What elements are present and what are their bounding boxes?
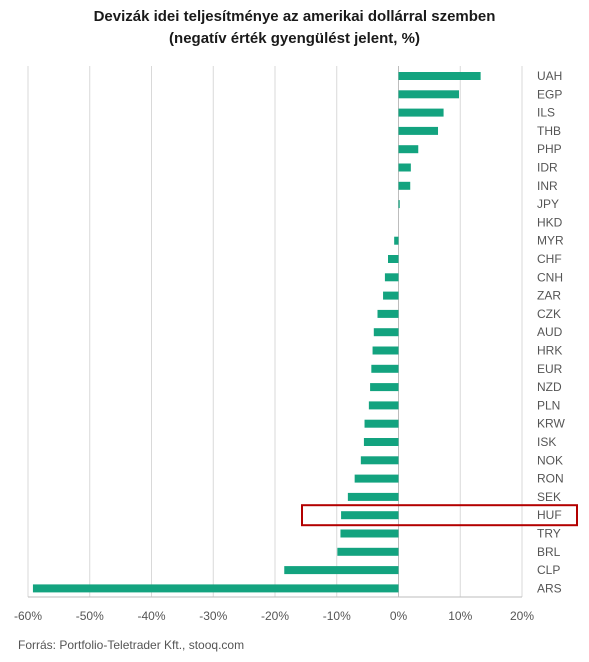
highlight-box [301, 504, 578, 527]
bar-php [398, 145, 419, 154]
x-tick-label: -30% [199, 609, 227, 623]
category-label: BRL [537, 545, 561, 559]
bar-ars [32, 584, 399, 593]
bar-ron [354, 474, 399, 483]
category-label: AUD [537, 325, 563, 339]
category-label: IDR [537, 161, 558, 175]
x-tick-label: -50% [76, 609, 104, 623]
bar-myr [394, 236, 399, 245]
bar-czk [377, 309, 399, 318]
category-label: MYR [537, 234, 564, 248]
category-label: PHP [537, 142, 562, 156]
category-label: CNH [537, 270, 563, 284]
x-tick-label: 10% [448, 609, 472, 623]
category-label: RON [537, 472, 564, 486]
category-label: ZAR [537, 289, 561, 303]
category-label: KRW [537, 417, 565, 431]
bar-hrk [372, 346, 399, 355]
bar-eur [371, 364, 399, 373]
category-label: CHF [537, 252, 562, 266]
bar-pln [368, 401, 399, 410]
category-label: EUR [537, 362, 563, 376]
x-tick-label: -40% [137, 609, 165, 623]
x-tick-label: 20% [510, 609, 534, 623]
chart-title: Devizák idei teljesítménye az amerikai d… [93, 8, 496, 25]
category-label: INR [537, 179, 558, 193]
bar-idr [398, 163, 411, 172]
category-label: HUF [537, 508, 562, 522]
category-label: ILS [537, 106, 555, 120]
category-label: UAH [537, 69, 562, 83]
bar-egp [398, 90, 460, 99]
bar-uah [398, 72, 481, 80]
bar-nzd [370, 383, 399, 392]
category-label: HKD [537, 215, 563, 229]
bar-brl [337, 547, 399, 556]
category-label: NZD [537, 380, 562, 394]
chart-subtitle: (negatív érték gyengülést jelent, %) [169, 30, 420, 47]
x-tick-label: -10% [323, 609, 351, 623]
x-tick-label: 0% [390, 609, 408, 623]
bar-isk [363, 438, 399, 446]
category-label: CLP [537, 563, 560, 577]
bar-huf [341, 511, 399, 520]
category-label: PLN [537, 398, 560, 412]
bar-inr [398, 181, 411, 190]
bar-krw [364, 419, 399, 428]
bar-clp [284, 566, 399, 575]
bar-aud [373, 328, 399, 337]
bar-zar [383, 291, 399, 300]
category-label: ISK [537, 435, 556, 449]
bar-jpy [398, 200, 400, 209]
bar-ils [398, 108, 444, 117]
category-label: EGP [537, 87, 562, 101]
bar-nok [360, 456, 399, 465]
category-label: HRK [537, 344, 562, 358]
bar-sek [347, 492, 399, 501]
category-label: JPY [537, 197, 559, 211]
category-label: CZK [537, 307, 561, 321]
category-label: SEK [537, 490, 561, 504]
category-label: NOK [537, 453, 563, 467]
category-label: TRY [537, 527, 561, 541]
source-note: Forrás: Portfolio-Teletrader Kft., stooq… [18, 638, 245, 652]
bar-chf [388, 255, 399, 263]
bar-try [340, 529, 399, 538]
category-label: ARS [537, 581, 562, 595]
bar-cnh [384, 273, 399, 282]
bar-thb [398, 126, 439, 135]
category-label: THB [537, 124, 561, 138]
x-tick-label: -60% [14, 609, 42, 623]
x-tick-label: -20% [261, 609, 289, 623]
